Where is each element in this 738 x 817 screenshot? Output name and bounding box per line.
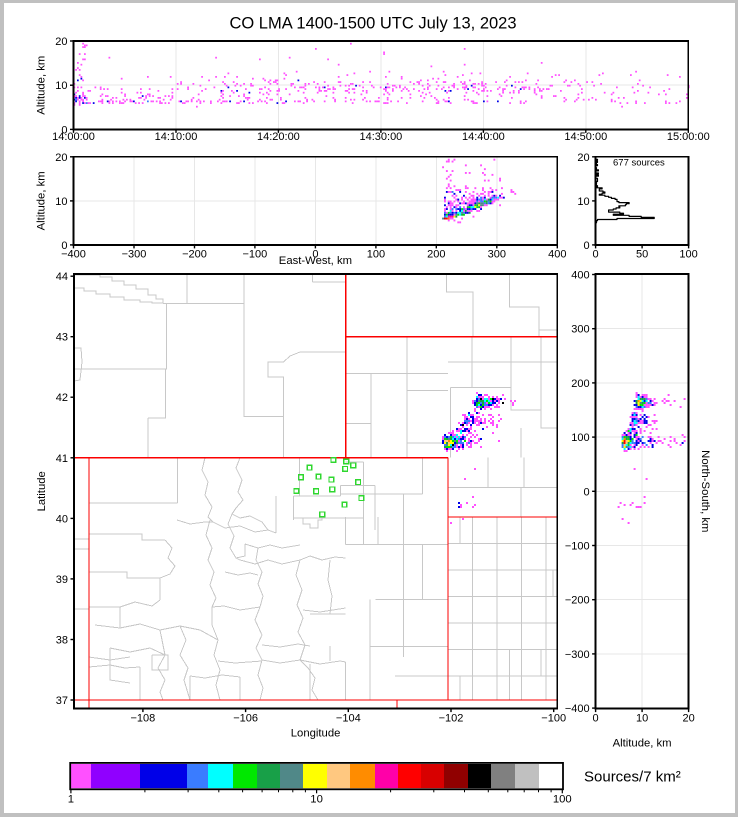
svg-text:0: 0	[593, 713, 599, 725]
svg-text:20: 20	[55, 36, 67, 48]
svg-text:−400: −400	[565, 703, 590, 715]
svg-text:14:10:00: 14:10:00	[155, 131, 198, 143]
svg-text:−104: −104	[336, 713, 361, 725]
svg-text:−100: −100	[541, 713, 566, 725]
svg-text:1: 1	[68, 794, 74, 806]
svg-text:Altitude, km: Altitude, km	[36, 171, 48, 230]
svg-text:0: 0	[583, 486, 589, 498]
svg-text:East-West, km: East-West, km	[279, 255, 352, 267]
svg-text:200: 200	[427, 249, 445, 261]
svg-text:10: 10	[55, 80, 67, 92]
svg-text:−200: −200	[565, 595, 590, 607]
svg-text:41: 41	[56, 453, 68, 465]
svg-text:Altitude, km: Altitude, km	[36, 56, 48, 115]
svg-text:−108: −108	[131, 713, 156, 725]
svg-text:15:00:00: 15:00:00	[667, 131, 710, 143]
svg-text:Longitude: Longitude	[291, 728, 341, 740]
svg-text:−400: −400	[61, 249, 86, 261]
svg-text:0: 0	[61, 124, 67, 136]
svg-text:200: 200	[571, 378, 589, 390]
svg-text:−300: −300	[565, 649, 590, 661]
svg-text:North-South, km: North-South, km	[699, 450, 711, 532]
svg-text:10: 10	[636, 713, 648, 725]
svg-text:43: 43	[56, 332, 68, 344]
svg-text:14:30:00: 14:30:00	[359, 131, 402, 143]
svg-text:20: 20	[682, 713, 694, 725]
svg-text:0: 0	[583, 240, 589, 252]
svg-text:0: 0	[593, 249, 599, 261]
svg-text:0: 0	[61, 240, 67, 252]
svg-text:0: 0	[312, 249, 318, 261]
svg-text:−102: −102	[439, 713, 464, 725]
svg-text:CO LMA 1400-1500 UTC July 13,: CO LMA 1400-1500 UTC July 13, 2023	[229, 15, 516, 33]
svg-text:14:20:00: 14:20:00	[257, 131, 300, 143]
svg-text:50: 50	[636, 249, 648, 261]
svg-text:10: 10	[310, 794, 323, 806]
svg-text:300: 300	[488, 249, 506, 261]
svg-text:100: 100	[553, 794, 572, 806]
svg-text:39: 39	[56, 574, 68, 586]
svg-text:14:00:00: 14:00:00	[52, 131, 95, 143]
svg-text:100: 100	[679, 249, 697, 261]
svg-text:38: 38	[56, 635, 68, 647]
svg-text:44: 44	[56, 271, 68, 283]
svg-text:400: 400	[548, 249, 566, 261]
svg-text:20: 20	[55, 152, 67, 164]
svg-text:37: 37	[56, 695, 68, 707]
svg-text:100: 100	[367, 249, 385, 261]
svg-text:14:50:00: 14:50:00	[564, 131, 607, 143]
svg-text:400: 400	[571, 270, 589, 282]
svg-text:42: 42	[56, 392, 68, 404]
svg-text:20: 20	[577, 152, 589, 164]
svg-text:14:40:00: 14:40:00	[462, 131, 505, 143]
svg-text:100: 100	[571, 432, 589, 444]
svg-text:Altitude, km: Altitude, km	[613, 738, 672, 750]
svg-text:Sources/7 km²: Sources/7 km²	[584, 769, 681, 786]
svg-text:10: 10	[55, 196, 67, 208]
svg-text:40: 40	[56, 513, 68, 525]
svg-text:−300: −300	[122, 249, 147, 261]
svg-text:−106: −106	[233, 713, 258, 725]
svg-text:10: 10	[577, 196, 589, 208]
svg-text:−200: −200	[182, 249, 207, 261]
svg-text:−100: −100	[565, 541, 590, 553]
svg-text:−100: −100	[243, 249, 268, 261]
svg-text:Latitude: Latitude	[36, 471, 48, 511]
svg-text:677 sources: 677 sources	[613, 158, 665, 169]
svg-text:300: 300	[571, 324, 589, 336]
